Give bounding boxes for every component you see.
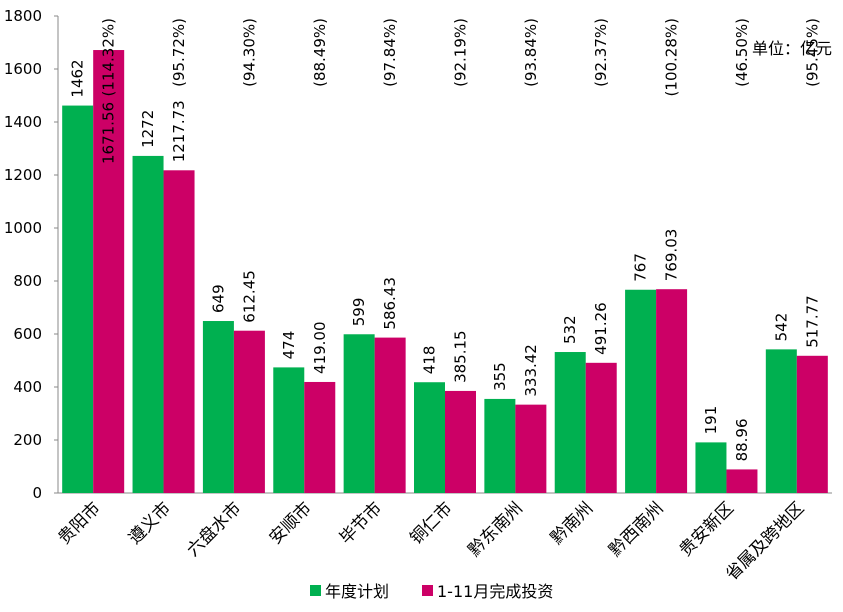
data-label-percent: (46.50%) [733,18,751,87]
category-label: 安顺市 [266,498,316,548]
bar-actual [515,404,547,493]
data-label-percent: (93.84%) [522,18,540,87]
legend: 年度计划 1-11月完成投资 [310,582,553,601]
data-label-plan: 191 [702,406,720,435]
data-label-actual: 88.96 [733,418,751,461]
bar-actual [233,330,265,493]
bar-actual [796,355,828,493]
data-label-percent: (88.49%) [311,18,329,87]
category-label: 黔东南州 [465,498,527,560]
category-label: 黔南州 [547,498,597,548]
data-label-actual: 1671.56 [100,102,118,164]
data-label-plan: 1272 [139,110,157,148]
bar-plan [695,442,727,493]
data-label-actual: 612.45 [240,270,258,323]
bar-plan [765,349,797,493]
category-label: 遵义市 [125,498,175,548]
y-tick-label: 800 [13,272,42,290]
data-label-percent: (94.30%) [240,18,258,87]
bar-actual [445,390,476,493]
data-label-percent: (114.32%) [100,18,118,96]
data-label-actual: 419.00 [311,321,329,374]
bar-actual [726,469,758,493]
data-label-actual: 1217.73 [170,100,188,162]
bar-actual [93,50,125,494]
bar-actual [585,362,617,493]
data-label-actual: 517.77 [803,295,821,348]
category-label: 铜仁市 [406,498,456,548]
unit-label: 单位：亿元 [752,39,832,58]
data-label-actual: 491.26 [592,302,610,355]
data-label-percent: (100.28%) [663,18,681,96]
data-label-plan: 649 [209,284,227,313]
bar-actual [304,381,336,493]
category-label: 贵安新区 [676,498,738,560]
y-tick-label: 1400 [4,113,42,131]
bar-plan [132,155,164,494]
bar-actual [374,337,406,493]
data-label-actual: 769.03 [663,229,681,282]
bar-plan [625,289,657,493]
category-label: 毕节市 [336,498,386,548]
data-label-plan: 1462 [69,59,87,97]
data-label-plan: 474 [280,331,298,360]
bar-plan [343,334,375,493]
data-label-plan: 767 [632,253,650,282]
data-label-plan: 355 [491,362,509,391]
data-label-percent: (92.19%) [452,18,470,87]
data-label-percent: (95.45%) [803,18,821,87]
y-tick-label: 0 [32,484,42,502]
data-label-actual: 333.42 [522,344,540,397]
legend-swatch-actual [422,585,433,596]
legend-label-plan: 年度计划 [325,582,389,601]
bar-plan [484,398,516,493]
data-label-percent: (92.37%) [592,18,610,87]
legend-swatch-plan [310,585,321,596]
bar-plan [554,352,586,493]
bar-plan [414,382,445,493]
category-label: 黔西南州 [605,498,667,560]
data-label-plan: 542 [772,313,790,342]
category-label: 六盘水市 [183,498,245,560]
bar-plan [62,105,94,493]
data-label-plan: 532 [561,315,579,344]
bar-actual [656,289,688,493]
bar-plan [273,367,305,493]
data-label-percent: (97.84%) [381,18,399,87]
bar-actual [163,170,195,493]
data-label-percent: (95.72%) [170,18,188,87]
y-tick-label: 1000 [4,219,42,237]
y-tick-label: 400 [13,378,42,396]
data-label-plan: 599 [350,298,368,327]
y-tick-label: 1200 [4,166,42,184]
y-tick-label: 1800 [4,7,42,25]
data-label-actual: 385.15 [452,330,470,383]
data-label-actual: 586.43 [381,277,399,330]
bar-plan [202,321,234,493]
y-tick-label: 200 [13,431,42,449]
y-tick-label: 600 [13,325,42,343]
y-tick-label: 1600 [4,60,42,78]
data-label-plan: 418 [421,346,439,375]
legend-label-actual: 1-11月完成投资 [437,582,553,601]
category-label: 贵阳市 [55,498,105,548]
